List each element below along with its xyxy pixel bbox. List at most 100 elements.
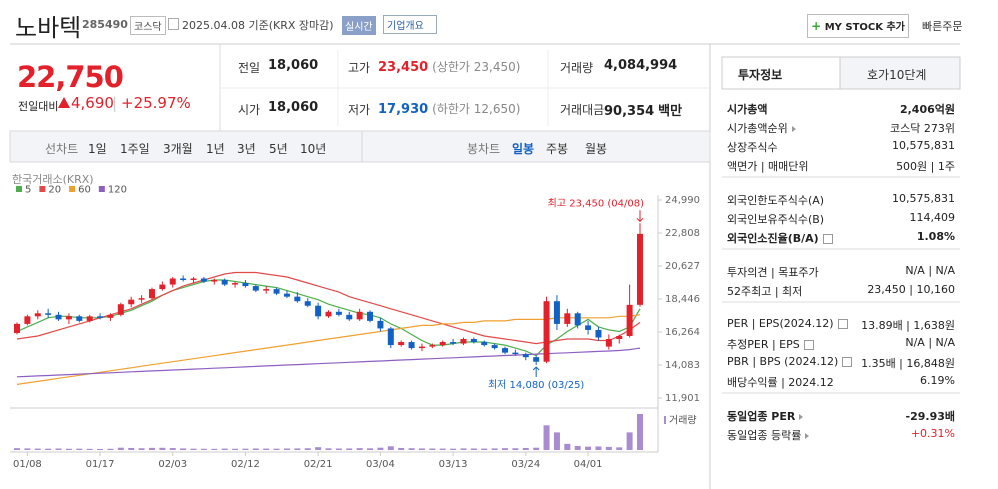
- volume-bar: [86, 448, 93, 450]
- change-rate: +25.97%: [121, 94, 191, 112]
- candle-body: [65, 316, 72, 320]
- side-value: 500원 | 1주: [896, 160, 955, 173]
- side-label: 시가총액: [727, 101, 767, 117]
- volume-bar: [148, 447, 155, 450]
- volume-bar: [76, 448, 83, 450]
- side-label: 투자의견 | 목표주가: [727, 264, 819, 280]
- stock-name: 노바텍: [15, 14, 82, 42]
- stat-value: 4,084,994: [604, 58, 677, 73]
- side-value: 10,575,831: [892, 139, 955, 152]
- stat-label: 고가: [348, 61, 371, 75]
- candle-body: [97, 316, 104, 318]
- volume-bar: [460, 448, 467, 450]
- volume-bar: [138, 448, 145, 450]
- realtime-badge[interactable]: 실시간: [342, 16, 376, 35]
- company-info-button[interactable]: 기업개요: [383, 15, 437, 34]
- side-label: 동일업종 PER: [727, 408, 804, 424]
- period-tab[interactable]: 5년: [269, 142, 288, 156]
- up-triangle: [58, 97, 70, 108]
- separator: |: [112, 94, 118, 112]
- volume-bar: [294, 448, 301, 450]
- side-value: N/A | N/A: [905, 264, 955, 277]
- stat-number: 17,930: [378, 102, 429, 117]
- side-value: 1.35배 | 16,848원: [861, 357, 955, 370]
- side-label-text: 시가총액: [727, 103, 768, 116]
- side-label-text: 외국인보유주식수(B): [727, 213, 825, 226]
- side-value: -29.93배: [905, 410, 955, 423]
- side-label-text: 시가총액순위: [727, 122, 788, 135]
- volume-bar: [97, 448, 104, 450]
- side-value: 2,406억원: [899, 103, 955, 116]
- volume-bar: [14, 448, 20, 450]
- stock-code: 285490: [82, 18, 128, 31]
- period-tab[interactable]: 1년: [206, 142, 225, 156]
- period-tab[interactable]: 3년: [237, 142, 256, 156]
- candle-body: [595, 329, 602, 338]
- volume-bar: [190, 448, 197, 450]
- market-badge: 코스닥: [130, 16, 166, 35]
- volume-bar: [221, 448, 228, 450]
- period-tab[interactable]: 1일: [88, 142, 107, 156]
- volume-bar: [429, 448, 436, 450]
- volume-bar: [65, 448, 72, 450]
- period-tab[interactable]: 10년: [300, 142, 327, 156]
- volume-bar: [252, 448, 259, 450]
- side-value: 23,450 | 10,160: [867, 283, 955, 296]
- volume-bar: [553, 432, 560, 450]
- candle-period-tab[interactable]: 일봉: [512, 142, 535, 156]
- quick-order[interactable]: 빠른주문: [922, 20, 963, 33]
- candle-body: [45, 313, 52, 315]
- candle-period-tab[interactable]: 월봉: [585, 142, 608, 156]
- candle-body: [159, 284, 166, 290]
- volume-bar: [481, 448, 488, 450]
- candle-body: [543, 301, 550, 362]
- side-tab[interactable]: 투자정보: [738, 68, 783, 82]
- high-annotation: 최고 23,450 (04/08): [548, 197, 644, 209]
- candle-body: [377, 320, 384, 329]
- tab-label[interactable]: 봉차트: [467, 142, 501, 156]
- help-icon: [803, 340, 814, 350]
- candle-body: [315, 305, 322, 317]
- volume-bar: [346, 448, 353, 450]
- stat-sub: 백만: [658, 104, 683, 119]
- high-arrow: [636, 210, 644, 223]
- y-tick-label: 14,083: [665, 360, 700, 371]
- candle-body: [533, 357, 540, 362]
- candle-body: [273, 289, 280, 294]
- x-tick-label: 01/08: [13, 459, 42, 470]
- side-label-text: PER | EPS(2024.12): [727, 317, 834, 330]
- side-label-text: 추정PER | EPS: [727, 338, 800, 351]
- candle-body: [252, 286, 259, 291]
- period-tab[interactable]: 1주일: [120, 142, 150, 156]
- candle-body: [325, 311, 332, 317]
- date-basis: 2025.04.08 기준(KRX 장마감): [182, 19, 334, 32]
- side-label: 추정PER | EPS: [727, 336, 814, 352]
- candle-body: [211, 280, 218, 282]
- side-tab[interactable]: 호가10단계: [867, 68, 927, 82]
- candle-body: [481, 342, 488, 346]
- stat-number: 23,450: [378, 60, 429, 75]
- volume-bar: [107, 448, 114, 450]
- arrow-icon: [799, 414, 804, 420]
- side-label: 외국인소진율(B/A): [727, 230, 833, 246]
- candle-body: [429, 345, 436, 347]
- candle-body: [107, 314, 114, 318]
- volume-bar: [315, 447, 322, 450]
- volume-bar: [325, 448, 332, 450]
- candle-body: [190, 278, 197, 281]
- mystock-button[interactable]: + MY STOCK 추가: [807, 14, 909, 38]
- side-label-text: 동일업종 PER: [727, 410, 796, 423]
- period-tab[interactable]: 3개월: [163, 142, 193, 156]
- help-icon: [837, 319, 848, 329]
- candle-body: [180, 278, 187, 281]
- tab-label[interactable]: 선차트: [45, 142, 79, 156]
- volume-bar: [24, 448, 31, 450]
- stat-number: 90,354: [604, 104, 655, 119]
- x-tick-label: 01/17: [86, 459, 115, 470]
- side-label: 배당수익률 | 2024.12: [727, 374, 834, 390]
- candle-period-tab[interactable]: 주봉: [546, 142, 569, 156]
- side-label-text: 투자의견 | 목표주가: [727, 266, 819, 279]
- candle-body: [470, 339, 477, 343]
